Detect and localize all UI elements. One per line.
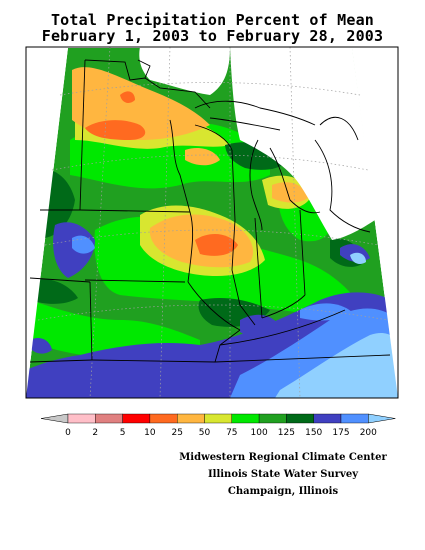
region-darkblue-ar (30, 338, 52, 354)
legend-tick-label: 175 (332, 428, 349, 438)
map-title: Total Precipitation Percent of Mean (50, 11, 375, 29)
no-data-north (139, 47, 230, 95)
region-redorange-ia (195, 233, 238, 256)
legend-swatch (122, 413, 151, 424)
region-orange-east (272, 182, 308, 203)
region-lightblue-ne (350, 252, 366, 264)
legend-tick-label: 150 (305, 428, 322, 438)
legend-swatch (176, 413, 205, 424)
legend-swatch (95, 413, 123, 424)
legend-tick-label: 25 (171, 428, 182, 438)
legend-arrow-low (40, 413, 69, 424)
legend-swatch (149, 413, 178, 424)
legend-swatch (340, 413, 369, 424)
legend-tick-label: 200 (360, 428, 377, 438)
region-lightblue-southeast (275, 333, 398, 398)
legend-swatch (67, 413, 96, 424)
legend-swatch (286, 413, 314, 424)
map-date-range: February 1, 2003 to February 28, 2003 (41, 27, 384, 45)
credit-line-2: Illinois State Water Survey (207, 469, 359, 480)
credit-line-3: Champaign, Illinois (227, 486, 339, 497)
legend-tick-label: 75 (226, 428, 237, 438)
legend-tick-label: 10 (144, 428, 156, 438)
region-darkblue-west (53, 222, 95, 278)
state-boundaries (29, 59, 391, 363)
region-redorange-mn (120, 91, 135, 103)
region-redorange-north (85, 120, 146, 140)
legend-tick-label: 125 (278, 428, 295, 438)
precipitation-map (25, 46, 399, 399)
legend-arrow-high (368, 413, 396, 424)
region-darkgreen-sw (30, 278, 78, 304)
region-blue-west (72, 235, 95, 254)
region-darkblue-mo (240, 314, 282, 338)
legend-tick-label: 0 (65, 428, 71, 438)
legend-swatch (258, 413, 287, 424)
no-data-northeast (230, 47, 375, 240)
legend-swatch (204, 413, 232, 424)
region-orange-wi (185, 148, 220, 166)
legend-tick-label: 100 (251, 428, 268, 438)
region-blue-ky (300, 303, 352, 321)
legend-swatch (231, 413, 260, 424)
legend-tick-label: 50 (199, 428, 211, 438)
color-legend: 0 2 5 10 25 50 75 100 125 150 175 200 (40, 413, 396, 438)
legend-swatch (313, 413, 342, 424)
legend-tick-label: 2 (92, 428, 98, 438)
credit-line-1: Midwestern Regional Climate Center (179, 452, 387, 463)
legend-tick-label: 5 (120, 428, 126, 438)
